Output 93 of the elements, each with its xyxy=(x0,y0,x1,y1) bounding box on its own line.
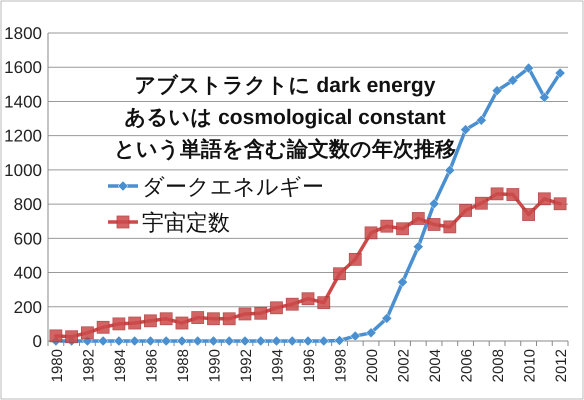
x-tick-label: 1994 xyxy=(269,349,286,382)
point xyxy=(286,298,299,311)
y-tick-label: 600 xyxy=(14,229,42,248)
point xyxy=(98,336,108,346)
x-tick-label: 2010 xyxy=(522,349,539,382)
point xyxy=(350,330,361,342)
point xyxy=(444,164,456,176)
x-tick-label: 1984 xyxy=(112,349,129,382)
point xyxy=(176,316,188,330)
x-tick-label: 1996 xyxy=(301,349,318,382)
y-tick-label: 800 xyxy=(14,195,42,214)
point xyxy=(397,276,408,288)
point xyxy=(318,336,330,346)
point xyxy=(428,198,440,210)
point xyxy=(334,335,345,346)
x-tick-label: 2012 xyxy=(553,349,570,382)
point xyxy=(254,306,268,320)
point xyxy=(538,192,551,206)
point xyxy=(145,336,156,346)
x-tick-label: 1992 xyxy=(238,349,255,382)
point xyxy=(523,62,534,74)
point xyxy=(348,252,362,266)
x-tick-label: 1982 xyxy=(80,349,98,382)
point xyxy=(380,220,394,233)
point xyxy=(366,328,376,338)
point xyxy=(49,329,62,342)
x-tick-label: 2006 xyxy=(458,349,476,382)
x-tick-label: 1998 xyxy=(332,349,350,382)
point xyxy=(522,208,536,221)
x-tick-label: 2000 xyxy=(364,349,382,382)
point xyxy=(460,124,471,135)
point xyxy=(554,68,566,78)
point xyxy=(413,241,424,252)
text: アブストラクトに dark energy あるいは cosmological constant という単語を含む論文数の年次推移 xyxy=(114,73,456,161)
y-tick-label: 1000 xyxy=(4,160,42,180)
point xyxy=(506,188,520,201)
point xyxy=(508,75,518,86)
point xyxy=(191,311,204,324)
point xyxy=(428,218,440,231)
point xyxy=(176,336,188,346)
point xyxy=(80,326,94,340)
x-tick-label: 2002 xyxy=(396,349,413,382)
y-tick-label: 400 xyxy=(14,264,42,283)
point xyxy=(302,336,314,346)
point xyxy=(160,312,173,326)
point xyxy=(459,204,472,217)
point xyxy=(96,320,110,334)
point xyxy=(114,336,124,346)
point xyxy=(65,330,78,344)
point xyxy=(271,336,282,346)
y-tick-label: 1600 xyxy=(4,58,42,78)
legend-label: 宇宙定数 xyxy=(142,210,230,235)
point xyxy=(128,316,142,330)
x-tick-label: 1988 xyxy=(174,349,192,382)
point xyxy=(286,336,298,346)
point xyxy=(224,336,234,346)
x-tick-label: 1980 xyxy=(48,349,66,382)
point xyxy=(240,336,250,346)
y-tick-label: 1800 xyxy=(4,24,42,43)
point xyxy=(317,296,330,310)
x-tick-label: 2008 xyxy=(490,349,508,382)
point xyxy=(207,312,220,326)
y-tick-label: 200 xyxy=(14,298,42,317)
legend-label: ダークエネルギー xyxy=(142,174,324,199)
y-tick-label: 1200 xyxy=(4,126,42,146)
point xyxy=(222,312,236,326)
point xyxy=(490,187,504,200)
point xyxy=(396,222,409,236)
x-tick-label: 1986 xyxy=(143,349,160,382)
y-tick-label: 1400 xyxy=(4,92,42,112)
point xyxy=(192,336,203,346)
point xyxy=(476,115,487,126)
point xyxy=(112,317,126,330)
y-tick-label: 0 xyxy=(32,332,42,351)
point xyxy=(382,313,392,324)
point xyxy=(554,197,567,210)
x-tick-label: 1990 xyxy=(206,349,224,382)
point xyxy=(302,292,314,306)
point xyxy=(208,336,219,346)
point xyxy=(160,336,172,346)
point xyxy=(474,196,488,210)
point xyxy=(492,85,502,96)
point xyxy=(333,267,346,280)
point xyxy=(129,336,140,346)
point xyxy=(539,92,550,103)
point xyxy=(255,336,266,346)
point xyxy=(238,308,252,320)
point xyxy=(412,212,425,225)
point xyxy=(144,314,157,328)
point xyxy=(364,226,378,240)
x-tick-label: 2004 xyxy=(427,349,444,382)
point xyxy=(270,301,283,314)
point xyxy=(443,220,456,234)
